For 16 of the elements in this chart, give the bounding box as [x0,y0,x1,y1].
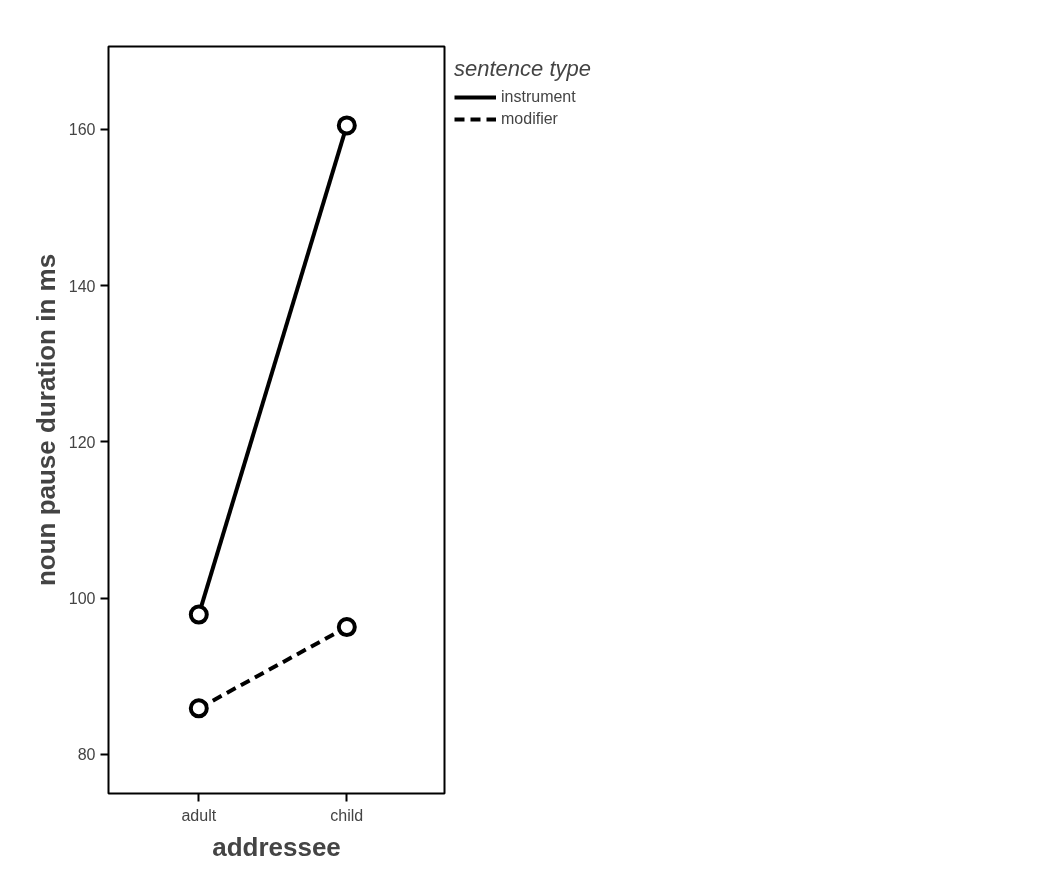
legend-label: instrument [501,88,576,106]
point [188,604,209,625]
y-tick-label: 80 [77,746,96,764]
y-axis-title: noun pause duration in ms [30,253,61,587]
legend-label: modifier [501,110,558,128]
y-tick-label: 140 [68,277,96,295]
y-tick-label: 100 [68,590,96,608]
point [336,617,357,638]
legend-title: sentence type [454,56,591,82]
point [336,115,357,136]
x-axis-title: addressee [212,831,341,862]
x-tick-label: child [330,806,364,824]
y-tick-label: 120 [68,433,96,451]
y-tick-label: 160 [68,121,96,139]
point [188,698,209,719]
x-tick-label: adult [181,806,217,824]
